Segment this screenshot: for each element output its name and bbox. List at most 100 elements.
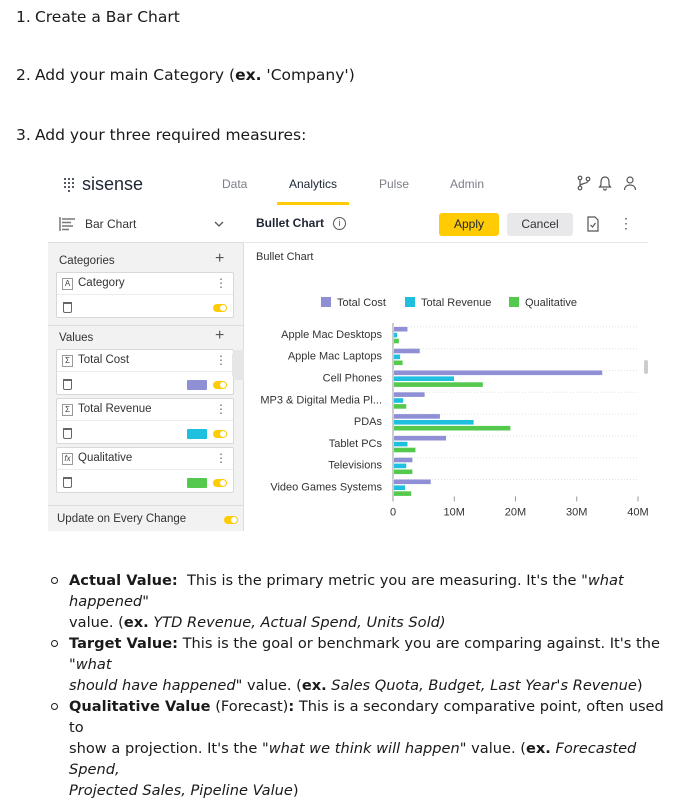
- item-italic: Sales Quota, Budget, Last Year's Revenue: [326, 677, 637, 694]
- scroll-handle[interactable]: [644, 360, 648, 374]
- step-3: 3. Add your three required measures:: [16, 126, 306, 144]
- toggle-switch[interactable]: [213, 381, 227, 389]
- active-tab-indicator: [277, 202, 349, 205]
- trash-icon[interactable]: [63, 302, 72, 313]
- nav-data[interactable]: Data: [222, 177, 248, 191]
- bar: [394, 338, 399, 344]
- bar: [394, 376, 455, 381]
- item-italic: what we think will happen: [268, 740, 460, 757]
- formula-icon: fx: [62, 453, 73, 465]
- kebab-menu-icon[interactable]: ⋮: [215, 353, 227, 367]
- item-text: ": [142, 593, 149, 610]
- value-item-qualitative[interactable]: fx Qualitative ⋮: [56, 447, 234, 493]
- item-term: Target Value:: [69, 635, 178, 652]
- legend-swatch: [405, 297, 415, 307]
- bar: [394, 463, 407, 469]
- legend-swatch: [509, 297, 519, 307]
- chart-heading: Bullet Chart: [256, 251, 314, 263]
- more-options-icon[interactable]: ⋮: [619, 215, 633, 231]
- bar: [394, 332, 398, 338]
- add-value-icon[interactable]: +: [215, 327, 225, 344]
- category-label: Cell Phones: [323, 373, 383, 385]
- color-swatch[interactable]: [187, 429, 207, 439]
- bullet-icon: [51, 577, 58, 584]
- widget-title[interactable]: Bullet Chart: [256, 216, 325, 230]
- bar: [394, 435, 447, 441]
- add-category-icon[interactable]: +: [215, 250, 225, 267]
- item-text: value. (: [69, 614, 124, 631]
- step-number: 3.: [16, 126, 31, 144]
- legend-label: Total Revenue: [421, 297, 491, 309]
- step-2: 2. Add your main Category (ex. 'Company'…: [16, 66, 355, 84]
- toggle-switch[interactable]: [213, 479, 227, 487]
- nav-analytics[interactable]: Analytics: [289, 177, 338, 191]
- kebab-menu-icon[interactable]: ⋮: [215, 451, 227, 465]
- user-icon[interactable]: [622, 175, 638, 191]
- bar: [394, 479, 431, 485]
- item-italic: should have happened: [69, 677, 236, 694]
- toggle-switch[interactable]: [213, 304, 227, 312]
- trash-icon[interactable]: [63, 477, 72, 488]
- panel-collapse-handle[interactable]: [232, 350, 244, 380]
- bar: [394, 382, 483, 387]
- item-text: This is a secondary comparative point, o…: [69, 698, 664, 736]
- chevron-down-icon: [214, 221, 224, 227]
- kebab-menu-icon[interactable]: ⋮: [215, 276, 227, 290]
- bar: [394, 354, 401, 360]
- item-text: " value. (: [459, 740, 526, 757]
- export-icon[interactable]: [586, 216, 600, 232]
- widget-design-panel: Bar Chart Categories + A Category ⋮ Valu…: [48, 205, 244, 531]
- trash-icon[interactable]: [63, 428, 72, 439]
- sisense-logo-icon: [64, 177, 76, 193]
- legend-swatch: [321, 297, 331, 307]
- update-label: Update on Every Change: [57, 513, 187, 525]
- apply-button[interactable]: Apply: [439, 213, 499, 236]
- value-item-label: Total Revenue: [78, 403, 152, 415]
- item-ex: ex.: [123, 614, 149, 631]
- update-toggle[interactable]: [224, 516, 238, 524]
- item-text: This is the primary metric you are measu…: [177, 572, 588, 589]
- category-item[interactable]: A Category ⋮: [56, 272, 234, 318]
- trash-icon[interactable]: [63, 379, 72, 390]
- item-term: Qualitative Value: [69, 698, 211, 715]
- bullet-icon: [51, 640, 58, 647]
- bell-icon[interactable]: [597, 175, 613, 191]
- branch-icon[interactable]: [576, 175, 592, 191]
- step-number: 1.: [16, 8, 31, 26]
- bar: [394, 404, 407, 409]
- chart-type-selector[interactable]: Bar Chart: [48, 205, 244, 243]
- bar: [394, 491, 412, 496]
- toggle-switch[interactable]: [213, 430, 227, 438]
- step-number: 2.: [16, 66, 31, 84]
- legend-label: Total Cost: [337, 297, 386, 309]
- bar: [394, 485, 406, 490]
- kebab-menu-icon[interactable]: ⋮: [215, 402, 227, 416]
- item-text: (Forecast): [210, 698, 289, 715]
- chart-type-label: Bar Chart: [85, 217, 137, 231]
- item-term: Actual Value:: [69, 572, 178, 589]
- info-icon[interactable]: i: [333, 217, 346, 230]
- color-swatch[interactable]: [187, 478, 207, 488]
- x-tick-label: 30M: [566, 506, 587, 518]
- value-item-total-revenue[interactable]: Σ Total Revenue ⋮: [56, 398, 234, 444]
- step-text-bold: ex.: [235, 66, 262, 84]
- nav-admin[interactable]: Admin: [450, 177, 485, 191]
- color-swatch[interactable]: [187, 380, 207, 390]
- bar: [394, 457, 413, 463]
- bar: [394, 447, 416, 453]
- sisense-logo[interactable]: sisense: [64, 174, 143, 195]
- nav-pulse[interactable]: Pulse: [379, 177, 410, 191]
- update-row: Update on Every Change: [48, 505, 244, 531]
- category-label: Tablet PCs: [329, 438, 383, 450]
- item-text: show a projection. It's the ": [69, 740, 269, 757]
- step-text: Add your three required measures:: [34, 126, 307, 144]
- bar: [394, 398, 404, 403]
- bar: [394, 469, 413, 475]
- item-text: ): [292, 782, 299, 799]
- legend-label: Qualitative: [525, 297, 577, 309]
- value-item-total-cost[interactable]: Σ Total Cost ⋮: [56, 349, 234, 395]
- item-text: ): [636, 677, 643, 694]
- bar: [394, 441, 408, 447]
- cancel-button[interactable]: Cancel: [507, 213, 573, 236]
- category-label: Video Games Systems: [270, 482, 382, 494]
